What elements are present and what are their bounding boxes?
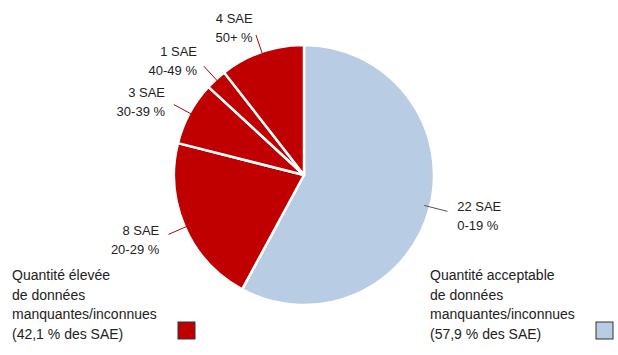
leader-line	[204, 66, 220, 84]
chart: 22 SAE 0-19 % 8 SAE 20-29 % 3 SAE 30-39 % 1 SA…	[0, 0, 618, 355]
legend-text: Quantité élevée	[12, 267, 110, 283]
slice-label: 3 SAE	[128, 85, 165, 100]
pie	[174, 45, 434, 305]
legend-swatch	[596, 322, 613, 339]
leader-line	[174, 105, 195, 116]
leader-line	[424, 205, 447, 211]
leader-line	[168, 225, 190, 235]
slice-label: 4 SAE	[216, 11, 253, 26]
legend-text: de données	[430, 287, 503, 303]
legend-text: manquantes/inconnues	[12, 306, 157, 322]
slice	[224, 45, 304, 175]
slice-category: 30-39 %	[117, 104, 166, 119]
legend-text: Quantité acceptable	[430, 267, 555, 283]
slice-label: 22 SAE	[457, 199, 501, 214]
leader-line	[256, 35, 264, 58]
slice-category: 50+ %	[215, 30, 253, 45]
slice-category: 40-49 %	[149, 63, 198, 78]
slice-label: 8 SAE	[122, 223, 159, 238]
labels: 22 SAE 0-19 % 8 SAE 20-29 % 3 SAE 30-39 % 1 SA…	[111, 11, 502, 258]
legend-swatch	[178, 322, 195, 339]
legend-text: de données	[12, 287, 85, 303]
legend-text: (42,1 % des SAE)	[12, 326, 123, 342]
slice-category: 20-29 %	[111, 242, 160, 257]
legend-text: (57,9 % des SAE)	[430, 326, 541, 342]
slice-category: 0-19 %	[457, 218, 499, 233]
legend: Quantité élevée de données manquantes/inco…	[12, 267, 613, 342]
legend-text: manquantes/inconnues	[430, 306, 575, 322]
slice-label: 1 SAE	[160, 44, 197, 59]
